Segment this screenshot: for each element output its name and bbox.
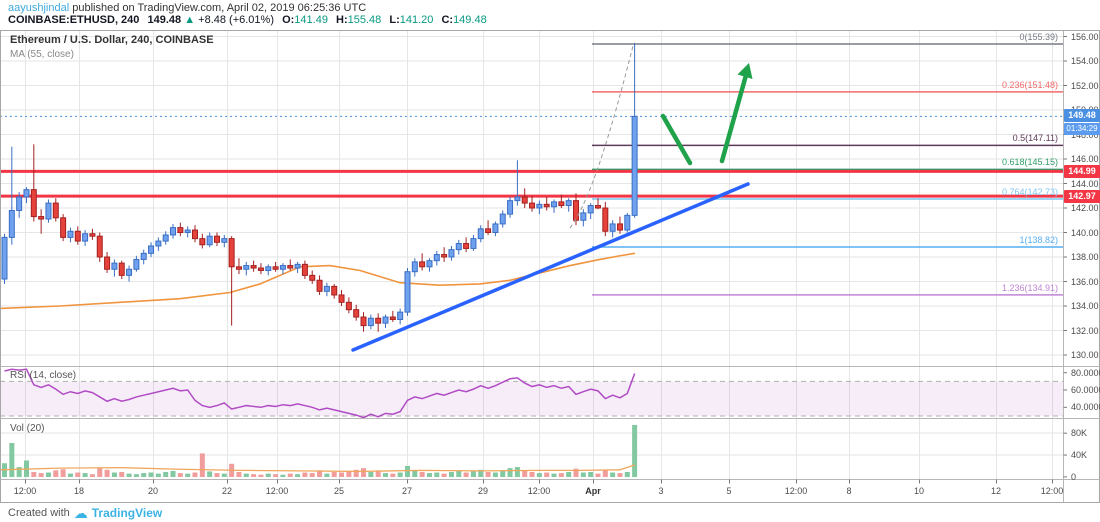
- time-axis[interactable]: [25, 479, 1053, 484]
- high-value: 155.48: [347, 14, 382, 26]
- open-label: O:: [282, 14, 295, 26]
- candles-layer: [1, 42, 638, 332]
- chart-title-legend: Ethereum / U.S. Dollar, 240, COINBASE: [10, 34, 214, 46]
- high-label: H:: [336, 14, 348, 26]
- price-axis[interactable]: [1063, 36, 1068, 478]
- ma-line: [0, 252, 636, 310]
- ma-legend: MA (55, close): [10, 49, 74, 60]
- tradingview-brand-link[interactable]: TradingView: [91, 506, 163, 520]
- volume-ma-line: [0, 464, 636, 473]
- price-change: +8.48 (+6.01%): [198, 14, 274, 26]
- username-link[interactable]: aayushjindal: [8, 2, 70, 14]
- footer: Created with ☁ TradingView: [8, 506, 162, 520]
- symbol-name: COINBASE:ETHUSD, 240: [8, 14, 140, 26]
- trend-line[interactable]: [351, 182, 750, 352]
- last-price-badge: 149.48: [1064, 109, 1100, 122]
- publish-info-line: aayushjindal published on TradingView.co…: [8, 2, 366, 14]
- volume-legend: Vol (20): [10, 423, 45, 434]
- volume-bars: [2, 424, 638, 477]
- green-arrow-annotation[interactable]: [660, 63, 753, 166]
- low-value: 141.20: [399, 14, 434, 26]
- fib-retracement[interactable]: [592, 43, 1064, 296]
- low-label: L:: [389, 14, 400, 26]
- countdown-badge: 01:34:29: [1064, 123, 1100, 135]
- close-label: C:: [441, 14, 454, 26]
- alert-price-badge: 142.97: [1064, 190, 1100, 203]
- up-arrow-icon: ▲: [184, 14, 196, 26]
- symbol-info-line: COINBASE:ETHUSD, 240 149.48 ▲ +8.48 (+6.…: [8, 14, 487, 26]
- rsi-band: [0, 380, 1064, 417]
- rsi-legend: RSI (14, close): [10, 370, 77, 381]
- tradingview-cloud-icon: ☁: [73, 505, 88, 521]
- alert-price-badge: 144.99: [1064, 165, 1100, 178]
- rsi-line: [4, 368, 636, 419]
- projection-line: [569, 45, 634, 229]
- chart-frame: [0, 30, 1100, 503]
- open-value: 141.49: [294, 14, 328, 26]
- last-price-value: 149.48: [147, 14, 182, 26]
- close-value: 149.48: [453, 14, 487, 26]
- publish-info-text: published on TradingView.com, April 02, …: [69, 2, 367, 14]
- created-with-text: Created with: [8, 507, 70, 519]
